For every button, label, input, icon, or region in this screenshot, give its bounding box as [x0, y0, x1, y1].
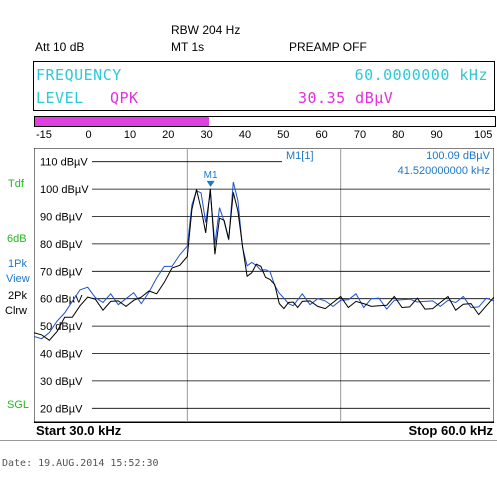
y-tick-label: 20 dBµV — [40, 403, 83, 415]
y-tick-label: 30 dBµV — [40, 376, 83, 388]
level-bar-tick: 30 — [200, 129, 213, 141]
detector-label: QPK — [110, 89, 139, 107]
readout-panel: FREQUENCY 60.0000000 kHz LEVEL QPK 30.35… — [33, 61, 495, 111]
marker-m1-icon[interactable] — [206, 180, 215, 187]
date-stamp: Date: 19.AUG.2014 15:52:30 — [2, 458, 159, 469]
trace2-detector: 2Pk — [8, 290, 27, 302]
trace2-mode: Clrw — [5, 305, 27, 317]
y-tick-label: 110 dBµV — [40, 157, 88, 169]
trace1-mode: View — [6, 273, 30, 285]
level-label: LEVEL — [36, 89, 84, 107]
y-tick-label: 80 dBµV — [40, 239, 83, 251]
measurement-time-label: MT 1s — [171, 40, 205, 54]
y-tick-label: 60 dBµV — [40, 294, 83, 306]
y-tick-label: 90 dBµV — [40, 212, 83, 224]
marker-group: M1[1] 100.09 dBµV 41.520000000 kHz M1 — [204, 150, 491, 187]
plot-frame — [34, 148, 494, 422]
trace-group — [34, 181, 494, 341]
level-bar-tick: 50 — [277, 129, 290, 141]
marker-readout-frequency: 41.520000000 kHz — [398, 165, 490, 177]
level-bar-tick: 105 — [474, 129, 493, 141]
level-bar — [34, 116, 496, 127]
level-bar-tick: 90 — [430, 129, 443, 141]
marker-readout-label: M1[1] — [286, 150, 314, 162]
trace-1-line — [34, 181, 494, 340]
footer-divider — [34, 422, 494, 423]
trace1-detector: 1Pk — [8, 258, 27, 270]
frequency-value: 60.0000000 kHz — [354, 66, 488, 84]
6db-indicator: 6dB — [7, 233, 27, 245]
level-bar-fill — [35, 117, 209, 126]
marker-m1-label: M1 — [204, 170, 218, 181]
level-bar-tick: 70 — [353, 129, 367, 141]
y-tick-label: 100 dBµV — [40, 184, 89, 196]
level-bar-tick: 40 — [238, 129, 252, 141]
y-tick-label: 40 dBµV — [40, 349, 83, 361]
stop-frequency: Stop 60.0 kHz — [408, 423, 493, 438]
preamp-label: PREAMP OFF — [289, 40, 367, 54]
attenuation-label: Att 10 dB — [35, 40, 85, 54]
level-bar-tick: 20 — [162, 129, 175, 141]
spectrum-plot[interactable]: 110 dBµV 100 dBµV 90 dBµV 80 dBµV 70 dBµV 60 … — [34, 148, 494, 422]
y-tick-label: 70 dBµV — [40, 266, 83, 278]
marker-readout-level: 100.09 dBµV — [426, 150, 490, 162]
trace-2-line — [34, 188, 494, 341]
plot-grid: 110 dBµV 100 dBµV 90 dBµV 80 dBµV 70 dBµV 60 … — [40, 148, 490, 422]
level-bar-tick: 80 — [392, 129, 405, 141]
level-bar-tick: 10 — [123, 129, 137, 141]
level-bar-tick: -15 — [36, 129, 52, 141]
date-divider — [0, 440, 497, 441]
start-frequency: Start 30.0 kHz — [36, 423, 122, 438]
level-bar-tick: 0 — [85, 129, 92, 141]
frequency-label: FREQUENCY — [36, 66, 122, 84]
level-value: 30.35 dBµV — [298, 89, 394, 107]
rbw-label: RBW 204 Hz — [171, 23, 241, 37]
level-bar-tick: 60 — [315, 129, 328, 141]
tdf-indicator: Tdf — [8, 178, 24, 190]
single-sweep-indicator: SGL — [7, 399, 30, 411]
